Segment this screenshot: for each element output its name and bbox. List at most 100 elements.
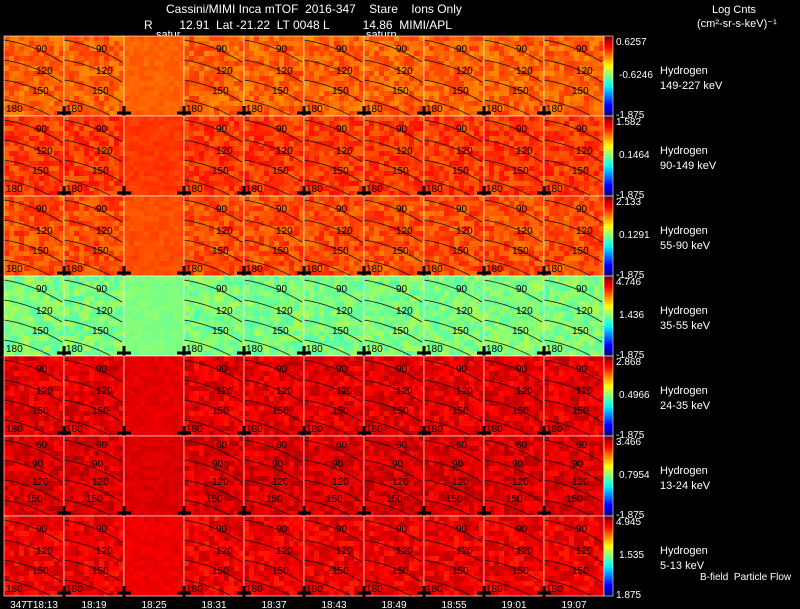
heatmap-cell xyxy=(249,121,255,127)
heatmap-cell xyxy=(264,141,270,147)
heatmap-cell xyxy=(484,96,490,102)
heatmap-cell xyxy=(164,46,170,52)
heatmap-cell xyxy=(24,166,30,172)
heatmap-cell xyxy=(144,251,150,257)
heatmap-cell xyxy=(214,226,220,232)
heatmap-cell xyxy=(84,131,90,137)
heatmap-cell xyxy=(514,171,520,177)
heatmap-cell xyxy=(484,106,490,112)
heatmap-cell xyxy=(29,101,35,107)
heatmap-cell xyxy=(74,51,80,57)
heatmap-cell xyxy=(314,116,320,122)
heatmap-cell xyxy=(89,216,95,222)
heatmap-cell xyxy=(474,106,480,112)
heatmap-cell xyxy=(419,66,425,72)
heatmap-cell xyxy=(304,66,310,72)
heatmap-cell xyxy=(129,46,135,52)
heatmap-cell xyxy=(409,106,415,112)
heatmap-cell xyxy=(324,161,330,167)
heatmap-cell xyxy=(139,246,145,252)
heatmap-cell xyxy=(484,101,490,107)
heatmap-cell xyxy=(524,126,530,132)
heatmap-cell xyxy=(54,66,60,72)
heatmap-cell xyxy=(139,201,145,207)
heatmap-cell xyxy=(124,51,130,57)
heatmap-cell xyxy=(24,211,30,217)
heatmap-cell xyxy=(194,206,200,212)
heatmap-cell xyxy=(499,186,505,192)
heatmap-cell xyxy=(359,146,365,152)
heatmap-cell xyxy=(64,151,70,157)
heatmap-cell xyxy=(284,101,290,107)
heatmap-cell xyxy=(59,71,65,77)
heatmap-cell xyxy=(514,186,520,192)
contour-label: 120 xyxy=(36,66,53,77)
heatmap-cell xyxy=(444,131,450,137)
heatmap-cell xyxy=(254,106,260,112)
heatmap-cell xyxy=(54,161,60,167)
heatmap-cell xyxy=(274,81,280,87)
heatmap-cell xyxy=(134,61,140,67)
contour-label: 180 xyxy=(66,184,83,195)
heatmap-cell xyxy=(369,96,375,102)
heatmap-cell xyxy=(479,151,485,157)
heatmap-cell xyxy=(584,136,590,142)
heatmap-cell xyxy=(74,71,80,77)
heatmap-cell xyxy=(219,51,225,57)
heatmap-cell xyxy=(339,191,345,197)
heatmap-cell xyxy=(169,51,175,57)
heatmap-cell xyxy=(94,116,100,122)
heatmap-cell xyxy=(84,111,90,117)
heatmap-cell xyxy=(549,96,555,102)
heatmap-cell xyxy=(349,126,355,132)
heatmap-cell xyxy=(119,91,125,97)
heatmap-cell xyxy=(409,121,415,127)
heatmap-cell xyxy=(29,41,35,47)
heatmap-cell xyxy=(279,116,285,122)
heatmap-cell xyxy=(514,81,520,87)
heatmap-cell xyxy=(344,161,350,167)
heatmap-cell xyxy=(114,141,120,147)
heatmap-cell xyxy=(509,106,515,112)
heatmap-cell xyxy=(164,61,170,67)
heatmap-cell xyxy=(214,236,220,242)
heatmap-cell xyxy=(344,81,350,87)
heatmap-cell xyxy=(29,151,35,157)
heatmap-cell xyxy=(184,256,190,262)
heatmap-cell xyxy=(374,126,380,132)
heatmap-cell xyxy=(119,226,125,232)
heatmap-cell xyxy=(144,56,150,62)
pitch-angle-contour xyxy=(423,139,483,163)
heatmap-cell xyxy=(414,91,420,97)
heatmap-cell xyxy=(289,156,295,162)
heatmap-cell xyxy=(189,141,195,147)
pitch-angle-contour xyxy=(3,39,63,63)
heatmap-cell xyxy=(19,86,25,92)
heatmap-cell xyxy=(289,141,295,147)
heatmap-cell xyxy=(364,176,370,182)
heatmap-cell xyxy=(129,91,135,97)
heatmap-cell xyxy=(139,206,145,212)
heatmap-cell xyxy=(479,71,485,77)
heatmap-cell xyxy=(139,151,145,157)
heatmap-cell xyxy=(169,181,175,187)
heatmap-cell xyxy=(114,191,120,197)
heatmap-cell xyxy=(249,141,255,147)
pitch-angle-contour xyxy=(303,119,363,143)
heatmap-cell xyxy=(134,166,140,172)
heatmap-cell xyxy=(104,176,110,182)
heatmap-cell xyxy=(554,166,560,172)
heatmap-cell xyxy=(194,51,200,57)
heatmap-cell xyxy=(264,126,270,132)
heatmap-cell xyxy=(129,231,135,237)
heatmap-cell xyxy=(364,101,370,107)
heatmap-cell xyxy=(139,261,145,267)
heatmap-cell xyxy=(409,191,415,197)
heatmap-cell xyxy=(554,41,560,47)
heatmap-cell xyxy=(74,226,80,232)
heatmap-cell xyxy=(424,41,430,47)
heatmap-cell xyxy=(369,61,375,67)
heatmap-cell xyxy=(579,91,585,97)
heatmap-cell xyxy=(59,46,65,52)
heatmap-cell xyxy=(224,96,230,102)
